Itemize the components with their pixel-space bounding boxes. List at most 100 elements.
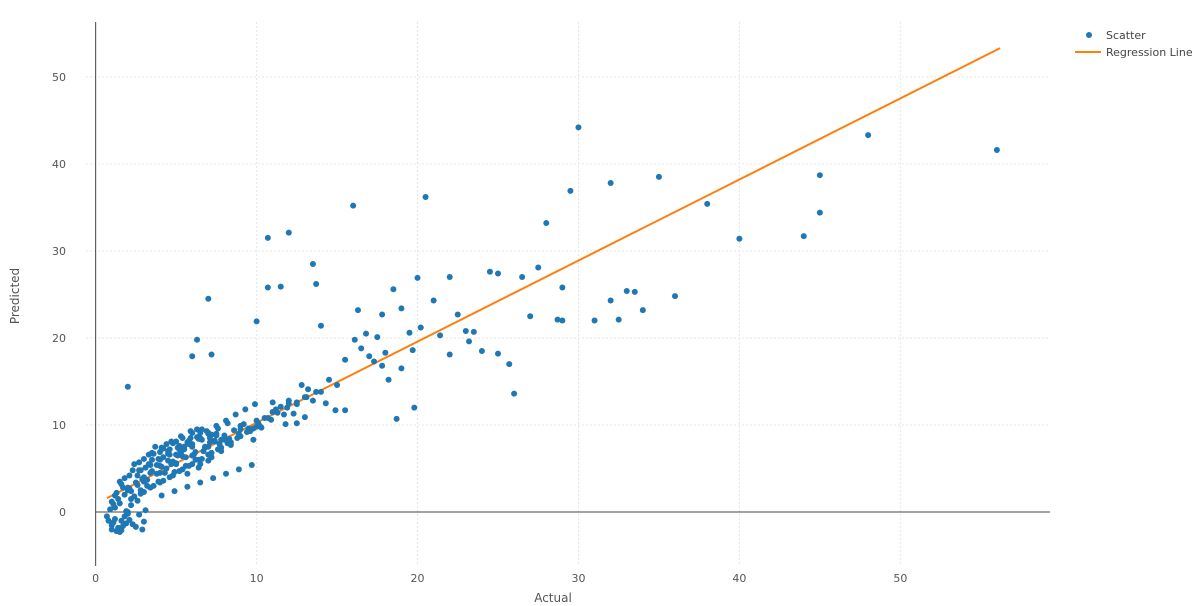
x-tick-label: 40 [732, 572, 746, 585]
scatter-point [124, 510, 131, 517]
scatter-point [107, 506, 114, 513]
scatter-point [478, 348, 485, 355]
scatter-point [326, 376, 333, 383]
scatter-point [342, 356, 349, 363]
scatter-point [182, 454, 189, 461]
legend-label-regression: Regression Line [1106, 46, 1193, 59]
scatter-point [205, 295, 212, 302]
scatter-point [134, 482, 141, 489]
scatter-point [160, 477, 167, 484]
scatter-point [224, 420, 231, 427]
legend-item-regression[interactable]: Regression Line [1075, 46, 1193, 59]
scatter-point [245, 425, 252, 432]
scatter-point [374, 334, 381, 341]
scatter-point [131, 461, 138, 468]
scatter-point [185, 441, 192, 448]
scatter-point [148, 456, 155, 463]
legend[interactable]: Scatter Regression Line [1075, 29, 1193, 59]
scatter-point [736, 235, 743, 242]
scatter-point [470, 328, 477, 335]
scatter-point [198, 455, 205, 462]
y-axis-title: Predicted [8, 268, 22, 324]
scatter-point [409, 347, 416, 354]
scatter-point [108, 498, 115, 505]
scatter-points [103, 124, 1000, 536]
scatter-point [631, 288, 638, 295]
legend-label-scatter: Scatter [1106, 29, 1146, 42]
scatter-point [197, 479, 204, 486]
axes [95, 22, 1050, 566]
scatter-point [494, 350, 501, 357]
scatter-point [554, 316, 561, 323]
scatter-point [137, 467, 144, 474]
scatter-point [358, 345, 365, 352]
scatter-point [189, 353, 196, 360]
scatter-point [494, 270, 501, 277]
scatter-point [342, 407, 349, 414]
scatter-point [169, 472, 176, 479]
scatter-point [639, 307, 646, 314]
scatter-point [140, 455, 147, 462]
scatter-point [317, 322, 324, 329]
scatter-point [134, 472, 141, 479]
legend-item-scatter[interactable]: Scatter [1086, 29, 1146, 42]
scatter-point [264, 234, 271, 241]
scatter-point [171, 488, 178, 495]
scatter-point [227, 442, 234, 449]
scatter-point [422, 193, 429, 200]
scatter-point [221, 435, 228, 442]
scatter-point [280, 411, 287, 418]
scatter-point [317, 388, 324, 395]
scatter-point [200, 448, 207, 455]
scatter-point [816, 172, 823, 179]
scatter-point [816, 209, 823, 216]
scatter-point [189, 461, 196, 468]
scatter-point [140, 518, 147, 525]
scatter-point [161, 469, 168, 476]
x-tick-label: 50 [893, 572, 907, 585]
scatter-point [301, 414, 308, 421]
scatter-point [242, 406, 249, 413]
scatter-point [132, 523, 139, 530]
scatter-point [173, 461, 180, 468]
scatter-point [993, 146, 1000, 153]
scatter-point [379, 362, 386, 369]
scatter-point [253, 318, 260, 325]
scatter-point [129, 467, 136, 474]
scatter-point [462, 327, 469, 334]
scatter-point [285, 229, 292, 236]
scatter-point [309, 260, 316, 267]
scatter-point [591, 317, 598, 324]
scatter-point [615, 316, 622, 323]
scatter-point [194, 426, 201, 433]
y-tick-labels: 0 10 20 30 40 50 [52, 71, 66, 519]
scatter-point [208, 449, 215, 456]
scatter-point [390, 286, 397, 293]
scatter-point [169, 440, 176, 447]
scatter-point [290, 410, 297, 417]
scatter-point [174, 452, 181, 459]
scatter-point [189, 429, 196, 436]
scatter-point [411, 404, 418, 411]
scatter-point [189, 452, 196, 459]
scatter-point [305, 386, 312, 393]
scatter-point [179, 466, 186, 473]
scatter-point [293, 420, 300, 427]
y-tick-label: 30 [52, 245, 66, 258]
scatter-point [111, 515, 118, 522]
scatter-point [454, 311, 461, 318]
y-tick-label: 50 [52, 71, 66, 84]
scatter-point [332, 407, 339, 414]
scatter-point [140, 489, 147, 496]
scatter-point [543, 220, 550, 227]
scatter-point [211, 437, 218, 444]
scatter-point [231, 427, 238, 434]
x-tick-label: 0 [92, 572, 99, 585]
scatter-point [269, 399, 276, 406]
scatter-point [398, 305, 405, 312]
y-tick-label: 10 [52, 419, 66, 432]
scatter-point [414, 274, 421, 281]
scatter-point [575, 124, 582, 131]
scatter-point [506, 361, 513, 368]
